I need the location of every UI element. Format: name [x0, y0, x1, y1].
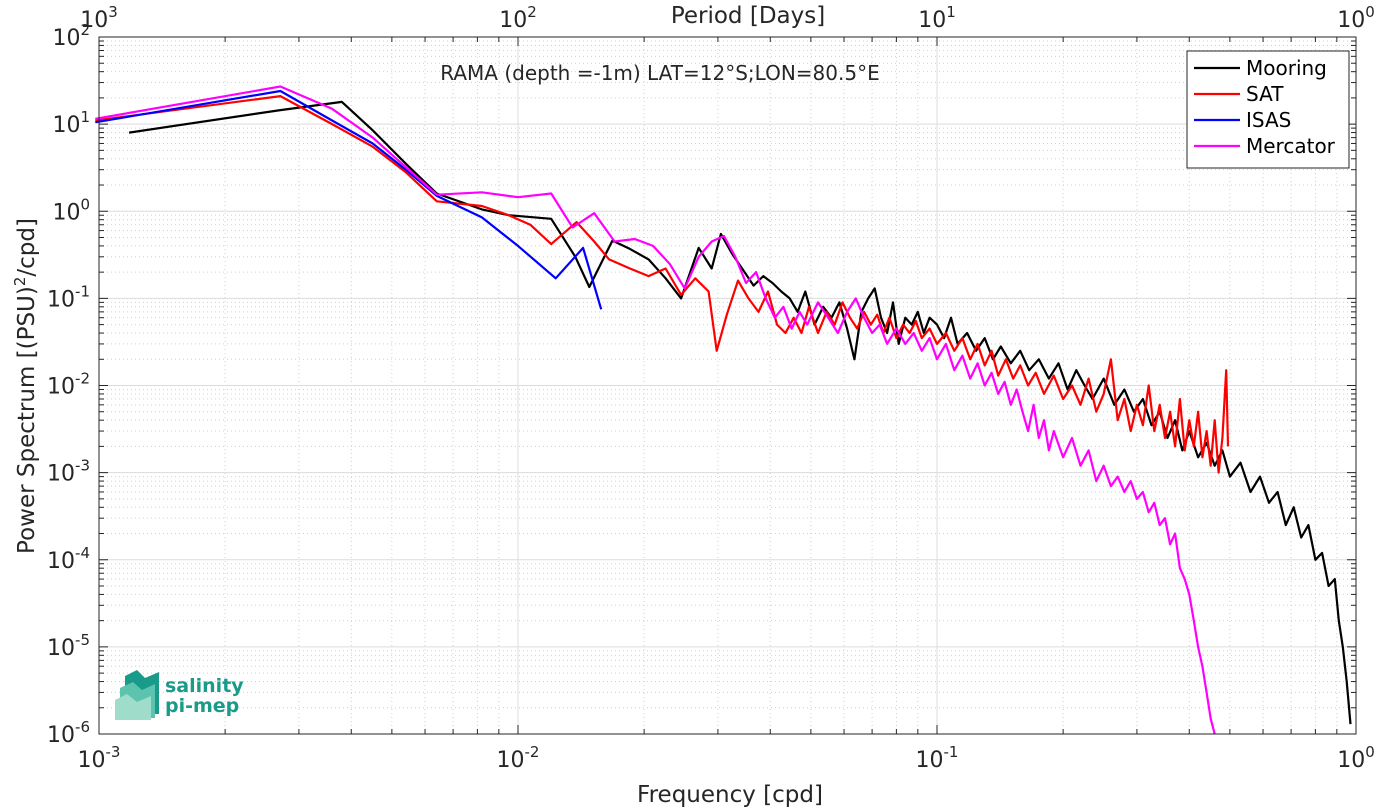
y-tick-label: 100 — [52, 195, 90, 225]
x2-axis-label: Period [Days] — [671, 3, 825, 29]
legend-label-sat: SAT — [1246, 82, 1284, 106]
chart-title: RAMA (depth =-1m) LAT=12°S;LON=80.5°E — [440, 61, 879, 85]
x2-tick-label: 102 — [499, 3, 537, 33]
y-tick-label: 10-6 — [47, 718, 90, 748]
salinity-pimep-logo: salinity pi-mep — [115, 670, 244, 720]
series-line-sat — [95, 94, 1230, 474]
y-axis-label-main: Power Spectrum [(PSU) — [14, 286, 40, 554]
x2-tick-label: 103 — [80, 3, 118, 33]
y-axis-label-sup: 2 — [11, 277, 29, 287]
y-axis-label: Power Spectrum [(PSU)2/cpd] — [11, 218, 40, 554]
y-axis-label-suffix: /cpd] — [14, 218, 40, 277]
y-tick-label: 102 — [52, 21, 90, 51]
x-tick-label: 10-3 — [78, 743, 121, 773]
y-tick-label: 10-1 — [47, 282, 90, 312]
x-tick-label: 100 — [1337, 743, 1375, 773]
y-tick-label: 10-3 — [47, 457, 90, 487]
logo-wave-light — [115, 694, 151, 720]
ticks-layer — [98, 36, 1357, 735]
x2-tick-label: 101 — [918, 3, 956, 33]
legend-box — [1186, 50, 1350, 169]
series-layer — [95, 85, 1352, 735]
y-tick-label: 10-5 — [47, 631, 90, 661]
x2-tick-label: 100 — [1337, 3, 1375, 33]
y-tick-label: 101 — [52, 108, 90, 138]
y-tick-label: 10-4 — [47, 544, 90, 574]
y-tick-label: 10-2 — [47, 370, 90, 400]
x-tick-label: 10-1 — [916, 743, 959, 773]
x-tick-label: 10-2 — [497, 743, 540, 773]
legend-label-mercator: Mercator — [1246, 134, 1336, 158]
logo-text-line2: pi-mep — [165, 695, 239, 717]
series-line-mercator — [95, 85, 1216, 735]
legend-label-mooring: Mooring — [1246, 56, 1327, 80]
series-line-mooring — [128, 100, 1352, 725]
series-line-isas — [95, 89, 603, 310]
x-axis-label: Frequency [cpd] — [637, 782, 823, 808]
legend-label-isas: ISAS — [1246, 108, 1291, 132]
logo-text-line1: salinity — [165, 675, 244, 697]
